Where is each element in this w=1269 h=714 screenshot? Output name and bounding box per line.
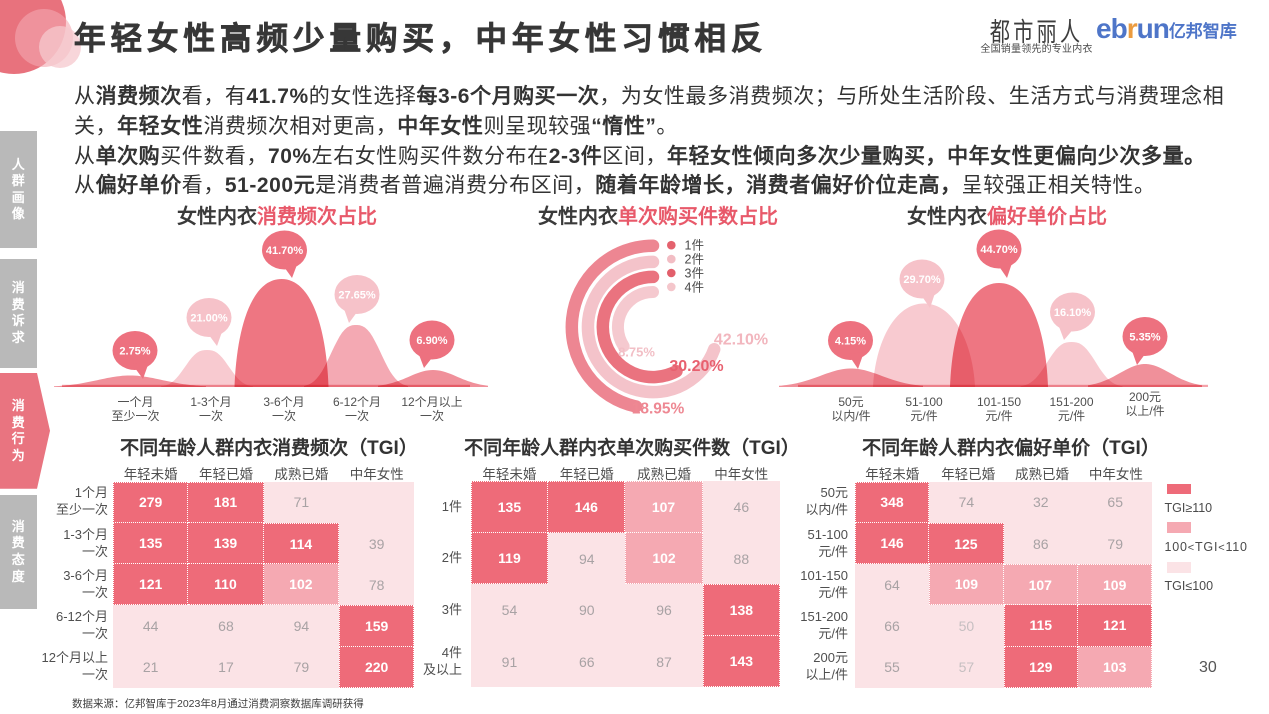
svg-text:1件: 1件 (685, 239, 704, 253)
svg-text:4件: 4件 (685, 280, 704, 294)
svg-text:42.10%: 42.10% (714, 332, 768, 349)
svg-text:2.75%: 2.75% (119, 346, 150, 358)
svg-text:30.20%: 30.20% (669, 358, 723, 375)
svg-text:29.70%: 29.70% (903, 274, 941, 286)
svg-text:21.00%: 21.00% (190, 313, 228, 325)
svg-text:8.75%: 8.75% (618, 345, 655, 360)
svg-text:2件: 2件 (685, 253, 704, 267)
svg-text:5.35%: 5.35% (1129, 332, 1160, 344)
svg-text:44.70%: 44.70% (980, 244, 1018, 256)
svg-text:4.15%: 4.15% (835, 336, 866, 348)
svg-text:16.10%: 16.10% (1054, 307, 1092, 319)
svg-text:6.90%: 6.90% (416, 335, 447, 347)
svg-text:41.70%: 41.70% (266, 245, 304, 257)
svg-text:3件: 3件 (685, 267, 704, 281)
svg-text:18.95%: 18.95% (632, 401, 685, 418)
svg-text:27.65%: 27.65% (338, 290, 376, 302)
